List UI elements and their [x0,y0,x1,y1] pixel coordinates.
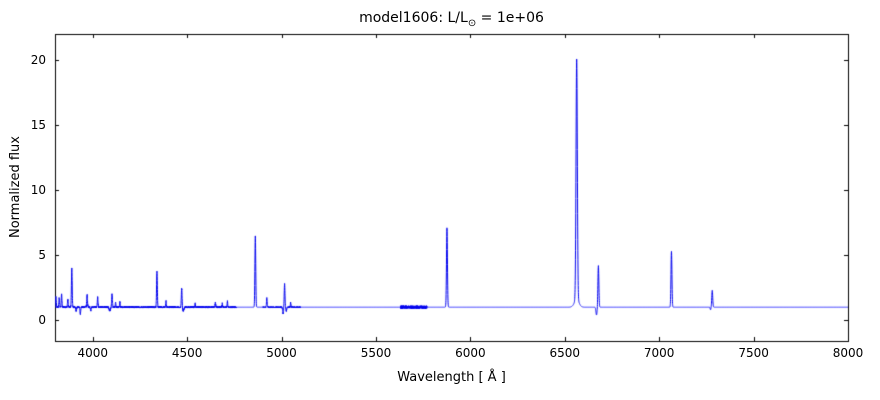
x-tick-label: 6000 [455,346,486,360]
sun-symbol: ⊙ [467,17,477,29]
chart-title: model1606: L/L⊙ = 1e+06 [55,10,848,29]
x-tick-label: 7000 [643,346,675,360]
y-tick-label: 20 [30,53,46,68]
x-tick-label: 4000 [77,346,109,360]
x-tick-label: 5500 [360,346,392,360]
chart-title-text: model1606: L/L [359,10,468,26]
chart-title-value: = 1e+06 [476,10,544,26]
x-tick-label: 7500 [738,346,769,360]
y-tick-label: 5 [38,248,46,263]
x-tick-label: 8000 [832,346,864,360]
y-tick-label: 10 [30,183,46,198]
x-tick-label: 5000 [266,346,297,360]
x-tick-label: 4500 [171,346,203,360]
y-tick-label: 15 [30,118,46,133]
x-axis-label: Wavelength [ Å ] [397,370,506,385]
y-tick-label: 0 [38,313,46,328]
x-tick-label: 6500 [549,346,581,360]
